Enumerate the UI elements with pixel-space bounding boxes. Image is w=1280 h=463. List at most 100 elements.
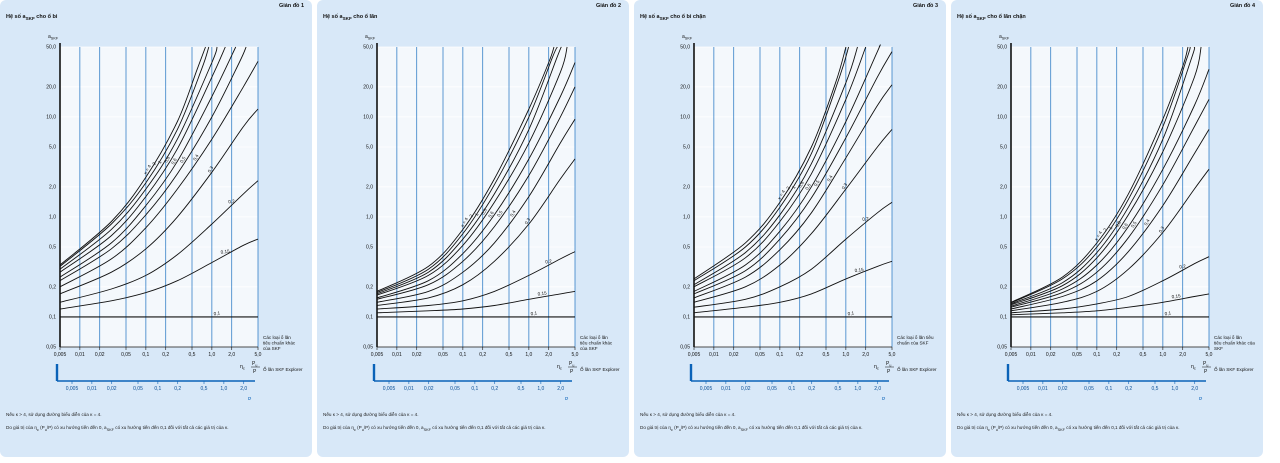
explorer-tick-label: 0,1	[154, 386, 161, 392]
y-tick-label: 0,05	[363, 345, 373, 351]
chart-note: Nếu κ > 4, sử dụng đường biểu diễn của κ…	[957, 412, 1053, 417]
series-line	[59, 46, 218, 270]
x-axis-label-sub: c	[877, 367, 879, 371]
explorer-tick-label: 0,1	[471, 386, 478, 392]
explorer-tick-label: 2,0	[240, 386, 247, 392]
y-axis-label: aSKF	[682, 34, 693, 41]
chart-note: Nếu κ > 4, sử dụng đường biểu diễn của κ…	[640, 412, 736, 417]
chart-svg: 0,050,10,20,51,02,05,010,020,050,00,005 0…	[680, 34, 937, 400]
series-label: κ = 4	[460, 216, 470, 228]
series-label: 2	[468, 213, 474, 218]
explorer-tick-label: 0,2	[491, 386, 498, 392]
x-tick-label: 5,0	[1206, 352, 1213, 358]
x-axis-label-num-sub: u	[889, 363, 891, 367]
series-label: 0,1	[530, 310, 537, 316]
series-line	[376, 46, 568, 296]
y-tick-label: 0,2	[683, 284, 690, 290]
series-label: κ = 4	[777, 189, 787, 201]
explorer-label: Ổ lăn SKF Explorer	[897, 366, 937, 372]
series-line	[1010, 46, 1189, 303]
chart-panel-2: Giản đồ 2 Hệ số aSKF cho ổ lăn 0,05 0,1 0,…	[317, 0, 629, 457]
x-tick-label: 1,0	[1159, 352, 1166, 358]
series-label: 0,8	[480, 207, 488, 215]
standard-bearing-label: của SKF	[263, 345, 281, 351]
x-axis-label-den: P	[887, 369, 891, 375]
x-tick-label: 2,0	[1179, 352, 1186, 358]
x-tick-label: 0,02	[1046, 352, 1056, 358]
series-label: 0,8	[163, 155, 171, 163]
y-tick-label: 0,05	[46, 345, 56, 351]
x-tick-label: 0,2	[1113, 352, 1120, 358]
y-tick-label: 2,0	[1000, 184, 1007, 190]
series-label: κ = 4	[143, 164, 153, 176]
x-axis-label-den: P	[253, 369, 257, 375]
y-tick-label: 5,0	[366, 145, 373, 151]
plot-area	[60, 47, 258, 347]
explorer-tick-label: 0,02	[424, 386, 434, 392]
series-label: 0,5	[179, 155, 187, 163]
chart-svg: 0,050,10,20,51,02,05,010,020,050,00,005 0…	[46, 34, 303, 400]
explorer-tick-label: 0,02	[107, 386, 117, 392]
x-axis-label-den: P	[1204, 369, 1208, 375]
y-axis-label-sub: SKF	[368, 37, 376, 41]
x-tick-label: 0,02	[729, 352, 739, 358]
x-tick-label: 0,005	[688, 352, 701, 358]
series-line	[1010, 293, 1210, 316]
series-line	[376, 86, 576, 300]
y-tick-label: 50,0	[997, 45, 1007, 51]
chart-panel-1: Giản đồ 1 Hệ số aSKF cho ổ bi 0,05 0,1 0,2…	[0, 0, 312, 457]
explorer-tick-label: 0,5	[201, 386, 208, 392]
x-tick-label: 1,0	[842, 352, 849, 358]
series-label: 0,4	[509, 209, 517, 217]
standard-bearing-label: SKF	[1214, 346, 1223, 351]
y-tick-label: 1,0	[49, 214, 56, 220]
series-line	[59, 46, 237, 278]
series-label: 0,4	[1143, 218, 1151, 226]
explorer-axis-label-num: Pu	[248, 397, 253, 400]
explorer-tick-label: 0,02	[1058, 386, 1068, 392]
chart-panel-3: Giản đồ 3 Hệ số aSKF cho ổ bi chặn 0,05 0…	[634, 0, 946, 457]
series-label: 0,2	[228, 198, 235, 204]
explorer-tick-label: 0,01	[87, 386, 97, 392]
x-tick-label: 0,05	[121, 352, 131, 358]
series-label: 0,3	[841, 182, 849, 190]
series-line	[1010, 129, 1210, 310]
chart-panel-4: Giản đồ 4 Hệ số aSKF cho ổ lăn chặn 0,05…	[951, 0, 1263, 457]
explorer-tick-label: 1,0	[1171, 386, 1178, 392]
x-tick-label: 2,0	[228, 352, 235, 358]
x-tick-label: 0,2	[479, 352, 486, 358]
series-label: 2	[1102, 227, 1108, 232]
y-tick-label: 20,0	[997, 84, 1007, 90]
series-line	[59, 46, 210, 267]
explorer-axis-label-num: Pu	[882, 397, 887, 400]
series-line	[1010, 256, 1210, 314]
series-label: 0,6	[487, 210, 495, 218]
explorer-tick-label: 0,5	[1152, 386, 1159, 392]
series-label: 1	[157, 159, 163, 164]
series-label: 2	[785, 185, 791, 190]
series-line	[59, 46, 226, 273]
x-tick-label: 0,2	[162, 352, 169, 358]
series-label: 0,3	[207, 165, 215, 173]
series-label: 0,3	[524, 217, 532, 225]
y-tick-label: 50,0	[46, 45, 56, 51]
chart-note: Do giá trị của ηc (Pu/P) có xu hướng tiế…	[323, 425, 546, 432]
explorer-tick-label: 0,2	[1125, 386, 1132, 392]
explorer-tick-label: 0,01	[721, 386, 731, 392]
plot-area	[1011, 47, 1209, 347]
x-tick-label: 5,0	[572, 352, 579, 358]
x-axis-label-sub: c	[243, 367, 245, 371]
standard-bearing-label: Các loại ổ lăn	[580, 334, 608, 340]
y-axis-label-sub: SKF	[1002, 37, 1010, 41]
y-tick-label: 5,0	[49, 145, 56, 151]
series-line	[376, 46, 555, 292]
series-label: 0,8	[797, 180, 805, 188]
chart-note: Nếu κ > 4, sử dụng đường biểu diễn của κ…	[6, 412, 102, 417]
series-line	[59, 46, 247, 282]
explorer-tick-label: 1,0	[537, 386, 544, 392]
series-label: 0,2	[1179, 264, 1186, 270]
series-label: 0,5	[813, 179, 821, 187]
y-tick-label: 10,0	[363, 114, 373, 120]
x-tick-label: 0,05	[755, 352, 765, 358]
explorer-tick-label: 0,2	[808, 386, 815, 392]
